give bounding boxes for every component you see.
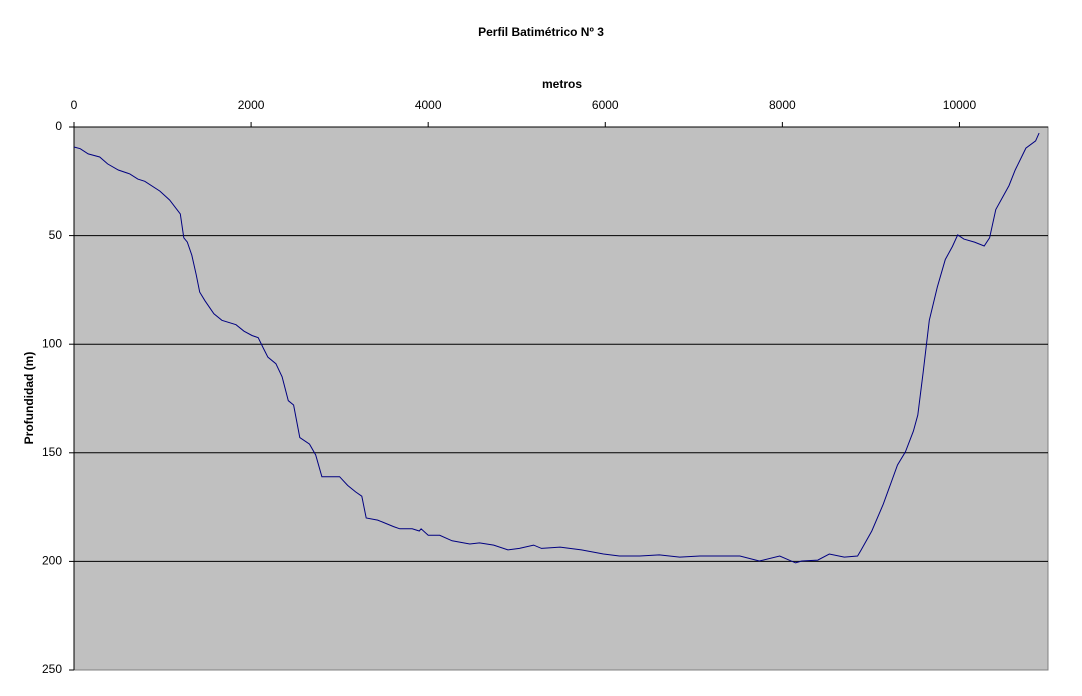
x-tick-label: 10000 xyxy=(943,98,977,112)
y-tick-label: 0 xyxy=(55,119,62,133)
x-tick-label: 6000 xyxy=(592,98,619,112)
x-tick-label: 8000 xyxy=(769,98,796,112)
x-tick-label: 4000 xyxy=(415,98,442,112)
data-line xyxy=(73,132,1040,564)
y-tick-label: 100 xyxy=(42,336,62,350)
y-tick-label: 150 xyxy=(42,445,62,459)
x-axis-label: metros xyxy=(542,77,582,91)
x-tick-label: 0 xyxy=(71,98,78,112)
y-tick-label: 200 xyxy=(42,554,62,568)
x-tick-label: 2000 xyxy=(238,98,265,112)
plot-area xyxy=(73,126,1049,671)
y-tick-label: 50 xyxy=(49,228,63,242)
y-axis-label: Profundidad (m) xyxy=(22,352,36,445)
chart-title: Perfil Batimétrico Nº 3 xyxy=(478,25,604,39)
y-tick-label: 250 xyxy=(42,662,62,676)
